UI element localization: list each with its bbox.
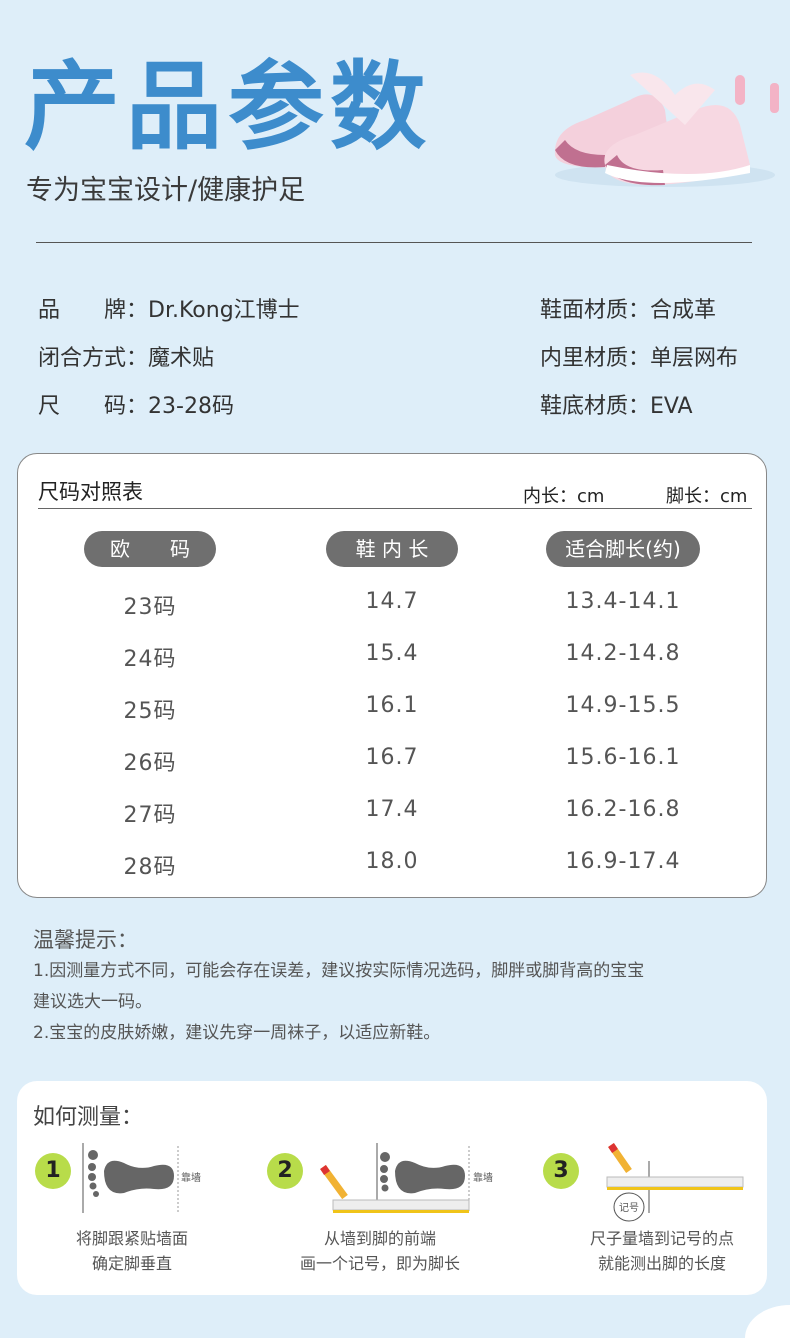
step-3-badge: 3 <box>543 1153 579 1189</box>
table-cell: 24码 <box>123 647 177 672</box>
header-foot-length: 适合脚长(约) <box>546 531 700 567</box>
step-3-caption: 尺子量墙到记号的点 就能测出脚的长度 <box>589 1229 734 1273</box>
foot-against-wall-icon: 靠墙 <box>82 1143 201 1213</box>
how-title: 如何测量： <box>33 1105 144 1130</box>
table-cell: 26码 <box>123 751 177 776</box>
table-cell: 16.9-17.4 <box>565 849 681 874</box>
page-subtitle: 专为宝宝设计/健康护足 <box>26 175 306 206</box>
spec-brand: 品 牌：Dr.Kong江博士 <box>38 298 300 323</box>
table-cell: 15.6-16.1 <box>565 745 681 770</box>
how-to-measure-card: 如何测量： 1 靠墙 将脚跟紧贴墙面 确定脚垂直 2 靠墙 从墙到脚的前端 画一个记… <box>17 1081 767 1295</box>
table-cell: 16.7 <box>365 745 419 770</box>
table-cell: 16.2-16.8 <box>565 797 681 822</box>
ruler-measure-icon: 记号 <box>606 1143 744 1222</box>
table-cell: 14.7 <box>365 589 419 614</box>
wall-label: 靠墙 <box>181 1171 201 1184</box>
tip-1: 1.因测量方式不同，可能会存在误差，建议按实际情况选码，脚胖或脚背高的宝宝 <box>33 961 645 981</box>
mark-label: 记号 <box>619 1202 639 1214</box>
spec-lining: 内里材质：单层网布 <box>540 346 739 371</box>
step-2-caption: 从墙到脚的前端 画一个记号，即为脚长 <box>299 1229 460 1273</box>
table-cell: 14.9-15.5 <box>565 693 681 718</box>
table-cell: 15.4 <box>365 641 419 666</box>
divider <box>38 508 752 509</box>
table-cell: 14.2-14.8 <box>565 641 681 666</box>
foot-with-ruler-icon: 靠墙 <box>320 1143 493 1213</box>
tip-2: 2.宝宝的皮肤娇嫩，建议先穿一周袜子，以适应新鞋。 <box>33 1023 441 1043</box>
spec-upper: 鞋面材质：合成革 <box>540 298 717 323</box>
table-cell: 27码 <box>123 803 177 828</box>
size-chart-card: 尺码对照表 内长：cm 脚长：cm 欧 码 鞋 内 长 适合脚长(约) 23码 1… <box>17 453 767 898</box>
tips-heading: 温馨提示： <box>33 928 138 952</box>
tip-1-cont: 建议选大一码。 <box>33 992 152 1012</box>
step-2-badge: 2 <box>267 1153 303 1189</box>
decorative-circle <box>745 1305 790 1338</box>
table-cell: 25码 <box>123 699 177 724</box>
step-1-caption: 将脚跟紧贴墙面 确定脚垂直 <box>75 1229 188 1273</box>
header-eu-size: 欧 码 <box>84 531 216 567</box>
table-cell: 18.0 <box>365 849 419 874</box>
table-cell: 16.1 <box>365 693 419 718</box>
header-inner-length: 鞋 内 长 <box>326 531 458 567</box>
size-chart-title: 尺码对照表 <box>38 480 143 504</box>
step-1-badge: 1 <box>35 1153 71 1189</box>
table-cell: 17.4 <box>365 797 419 822</box>
table-cell: 13.4-14.1 <box>565 589 681 614</box>
unit-inner: 内长：cm <box>523 486 605 507</box>
spec-sole: 鞋底材质：EVA <box>540 394 693 419</box>
table-cell: 23码 <box>123 595 177 620</box>
unit-foot: 脚长：cm <box>666 486 748 507</box>
divider <box>36 242 752 243</box>
table-cell: 28码 <box>123 855 177 880</box>
spec-size: 尺 码：23-28码 <box>38 394 234 419</box>
page-title: 产品参数 <box>24 51 432 163</box>
spec-closure: 闭合方式：魔术贴 <box>38 346 215 371</box>
wall-label: 靠墙 <box>473 1171 493 1184</box>
shoe-image <box>554 72 779 187</box>
